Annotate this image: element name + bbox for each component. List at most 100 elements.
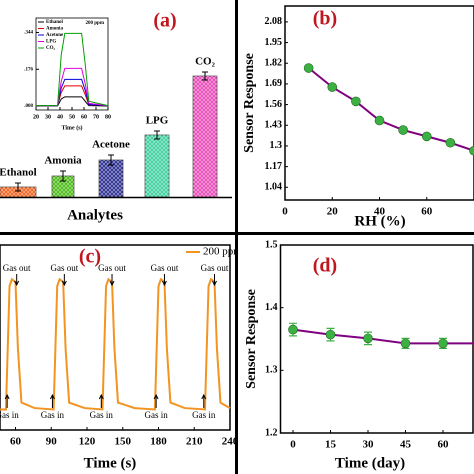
data-point [400, 338, 411, 349]
bar-hatch [52, 176, 74, 197]
y-tick-label: .344 [24, 31, 33, 36]
panel-d: 0 15 30 45 60 1.2 1.3 1.4 1.5 Time (day) Sensor Re… [244, 239, 474, 471]
data-point [325, 329, 336, 340]
data-point [445, 137, 456, 148]
category-label: Ethanol [0, 167, 37, 179]
x-tick-label: 180 [150, 436, 167, 448]
y-tick-label: 1.95 [265, 37, 283, 48]
data-point [398, 125, 408, 135]
x-tick-label: 80 [105, 114, 111, 120]
x-axis-label: Time (s) [84, 455, 137, 471]
annotation-arrow [49, 393, 55, 408]
y-tick-label: .176 [24, 67, 33, 72]
data-point [421, 131, 432, 142]
annotation: Gas in [144, 410, 168, 420]
legend-label: CO₂ [46, 46, 56, 51]
panel-label: (a) [153, 10, 176, 32]
legend-label: Ethanol [46, 20, 64, 25]
annotation-arrow [98, 393, 104, 408]
error-bar [15, 182, 21, 192]
panel-c: 60 90 120 150 180 210 240 Time (s) (c) 200 ppm Gas… [0, 244, 239, 471]
x-tick-label: 40 [57, 114, 63, 120]
annotation: Gas out [151, 263, 179, 273]
data-line [36, 32, 109, 107]
annotation: Gas in [41, 410, 65, 420]
x-axis-label: RH (%) [354, 213, 405, 229]
data-point [327, 82, 338, 92]
x-tick-label: 60 [81, 114, 87, 120]
annotation-arrow [153, 393, 159, 408]
y-tick-label: 1.17 [265, 161, 283, 172]
annotation: Gas in [0, 410, 19, 420]
annotation: Gas in [192, 410, 216, 420]
annotation-arrow [162, 274, 167, 287]
category-label: Acetone [92, 139, 130, 151]
y-tick-label: 1.3 [265, 365, 278, 376]
data-point [469, 145, 474, 156]
category-label: Amonia [44, 155, 82, 167]
annotation: Gas out [50, 263, 78, 273]
x-axis-label: Time (s) [61, 124, 82, 131]
x-tick-label: 120 [79, 436, 96, 448]
plot-frame [0, 244, 231, 431]
annotation-arrow [14, 274, 20, 287]
y-tick-label: 1.4 [265, 302, 278, 313]
error-bar [154, 130, 160, 140]
annotation: Gas out [201, 263, 229, 273]
x-tick-label: 60 [10, 436, 22, 448]
data-point [438, 338, 448, 349]
error-bar [60, 170, 66, 182]
y-tick-label: 1.43 [265, 120, 283, 131]
legend-label: Amonia [46, 27, 63, 32]
x-tick-label: 150 [114, 436, 131, 448]
x-tick-label: 15 [325, 439, 337, 451]
x-tick-label: 50 [69, 114, 75, 120]
x-tick-label: 40 [374, 206, 386, 218]
panel-b: 0 20 40 60 1.04 1.17 1.3 1.43 1.56 1.69 1.82 1.95 2.… [242, 5, 474, 229]
plot-frame [35, 17, 109, 111]
annotation-arrow [109, 274, 115, 287]
y-tick-label: 1.3 [270, 140, 283, 151]
panel-label: (d) [313, 255, 337, 277]
x-tick-label: 70 [93, 114, 99, 120]
plot-frame [284, 5, 474, 201]
x-tick-label: 30 [45, 114, 51, 120]
data-line [0, 277, 231, 411]
x-tick-label: 20 [327, 206, 339, 218]
data-point [363, 333, 373, 344]
error-bar [108, 154, 114, 166]
y-axis-label: Sensor Response [244, 289, 259, 389]
data-point [351, 96, 361, 107]
data-point [374, 115, 385, 126]
x-tick-label: 90 [46, 436, 58, 448]
x-tick-label: 60 [438, 439, 450, 451]
y-tick-label: .008 [24, 104, 33, 109]
x-tick-label: 240 [222, 436, 239, 448]
y-tick-label: 1.56 [265, 99, 283, 110]
x-tick-label: 0 [282, 206, 288, 218]
y-tick-label: 1.69 [265, 78, 283, 89]
annotation: Gas out [98, 263, 126, 273]
y-axis-label: Sensor Response [242, 53, 257, 153]
inset-title: 200 ppm [86, 21, 105, 26]
bar-hatch [145, 135, 169, 197]
error-bar [202, 71, 208, 81]
annotation-arrow [201, 393, 207, 408]
x-tick-label: 0 [290, 439, 296, 451]
annotation-arrow [61, 274, 67, 287]
annotation-arrow [212, 274, 217, 287]
x-tick-label: 20 [33, 114, 39, 120]
data-point [288, 324, 298, 335]
data-line [292, 328, 474, 345]
x-tick-label: 60 [421, 206, 433, 218]
legend-label: LPG [46, 40, 56, 45]
bar-hatch [193, 76, 217, 197]
y-tick-label: 1.82 [265, 58, 283, 69]
panel-a-inset: 20 30 40 50 60 70 80 .344 .176 .008 Time (s) 200 pp… [24, 17, 111, 131]
category-label: LPG [146, 115, 169, 127]
data-point [303, 63, 314, 73]
bar-hatch [99, 160, 123, 197]
x-axis-label: Time (day) [335, 455, 405, 471]
